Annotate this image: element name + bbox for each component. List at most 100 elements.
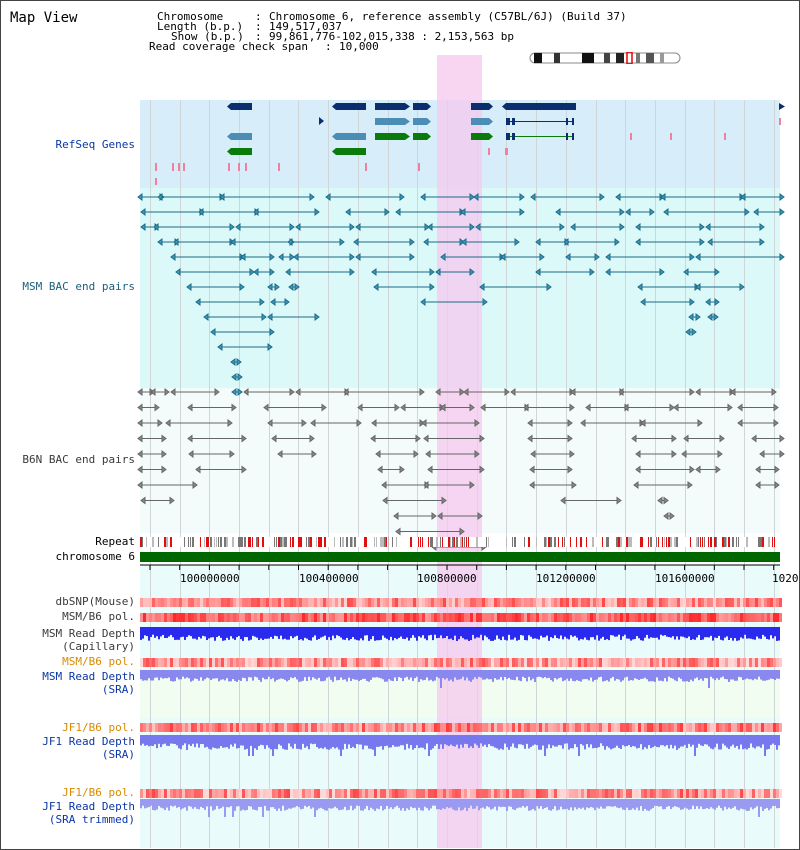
track-label-b6n-bac[interactable]: B6N BAC end pairs bbox=[22, 453, 135, 466]
track-label-jf1-depth[interactable]: JF1 Read Depth bbox=[42, 735, 135, 748]
depth-bar bbox=[618, 735, 620, 748]
bac-end-marker bbox=[482, 298, 488, 306]
depth-bar bbox=[650, 627, 652, 638]
track-label-dbsnp[interactable]: dbSNP(Mouse) bbox=[55, 595, 135, 608]
heat-cell bbox=[377, 789, 380, 798]
depth-bar bbox=[616, 799, 618, 808]
heat-cell bbox=[320, 723, 323, 732]
heat-cell bbox=[491, 789, 494, 798]
chromosome-bar[interactable] bbox=[140, 552, 780, 562]
track-label-jf1-b6-pol-2[interactable]: JF1/B6 pol. bbox=[62, 786, 135, 799]
heat-cell bbox=[245, 789, 248, 798]
heat-cell bbox=[242, 658, 245, 667]
heat-cell bbox=[230, 658, 233, 667]
b6n-bac-pairs[interactable] bbox=[137, 388, 785, 551]
depth-bar bbox=[770, 799, 772, 809]
depth-bar bbox=[508, 670, 510, 678]
heat-strips[interactable] bbox=[140, 598, 782, 798]
bac-end-marker bbox=[460, 208, 466, 216]
depth-bar bbox=[514, 670, 516, 681]
heat-cell bbox=[536, 613, 539, 622]
track-label-msm-b6-pol-2[interactable]: MSM/B6 pol. bbox=[62, 655, 135, 668]
depth-bar bbox=[272, 735, 274, 756]
track-label-jf1-depth-trim[interactable]: JF1 Read Depth bbox=[42, 800, 135, 813]
depth-bar bbox=[196, 735, 198, 744]
depth-bar bbox=[408, 799, 410, 810]
depth-bar bbox=[516, 670, 518, 677]
track-label-msm-depth-cap[interactable]: MSM Read Depth bbox=[42, 627, 135, 640]
heat-cell bbox=[206, 789, 209, 798]
depth-bar bbox=[506, 735, 508, 748]
depth-bar bbox=[566, 735, 568, 744]
heat-cell bbox=[311, 613, 314, 622]
heat-cell bbox=[680, 598, 683, 607]
depth-bar bbox=[156, 735, 158, 749]
depth-bar bbox=[172, 799, 174, 807]
heat-cell bbox=[257, 598, 260, 607]
heat-cell bbox=[644, 613, 647, 622]
chromosome-ideogram[interactable] bbox=[528, 52, 682, 64]
heat-cell bbox=[224, 658, 227, 667]
bac-end-marker bbox=[295, 388, 301, 396]
depth-bar bbox=[632, 670, 634, 681]
heat-cell bbox=[533, 598, 536, 607]
track-label-repeat[interactable]: Repeat bbox=[95, 535, 135, 548]
depth-bar bbox=[346, 735, 348, 749]
depth-bar bbox=[694, 627, 696, 640]
msm-bac-pairs[interactable] bbox=[137, 193, 785, 396]
depth-bar bbox=[262, 670, 264, 678]
heat-cell bbox=[725, 613, 728, 622]
depth-bar bbox=[174, 799, 176, 806]
depth-bar bbox=[260, 670, 262, 682]
depth-bar bbox=[558, 735, 560, 745]
heat-cell bbox=[512, 789, 515, 798]
depth-bar bbox=[146, 670, 148, 681]
bac-end-marker bbox=[343, 388, 349, 396]
depth-bar bbox=[190, 627, 192, 637]
depth-bar bbox=[492, 799, 494, 809]
heat-cell bbox=[296, 613, 299, 622]
heat-cell bbox=[779, 723, 782, 732]
track-label-msm-bac[interactable]: MSM BAC end pairs bbox=[22, 280, 135, 293]
heat-cell bbox=[674, 723, 677, 732]
heat-cell bbox=[146, 598, 149, 607]
track-label-chromosome[interactable]: chromosome 6 bbox=[55, 550, 135, 563]
track-label-jf1-b6-pol-1[interactable]: JF1/B6 pol. bbox=[62, 721, 135, 734]
bac-end-marker bbox=[717, 450, 723, 458]
heat-cell bbox=[386, 789, 389, 798]
heat-cell bbox=[707, 598, 710, 607]
track-label-refseq[interactable]: RefSeq Genes bbox=[55, 138, 135, 151]
repeat-track[interactable] bbox=[140, 537, 780, 547]
track-label-msm-b6-pol-1[interactable]: MSM/B6 pol. bbox=[62, 610, 135, 623]
bac-end-marker bbox=[355, 253, 361, 261]
depth-bar bbox=[578, 627, 580, 641]
depth-bar bbox=[526, 799, 528, 807]
heat-cell bbox=[233, 789, 236, 798]
show-label: Show (b.p.) bbox=[171, 30, 244, 43]
depth-bar bbox=[486, 799, 488, 807]
depth-bar bbox=[418, 799, 420, 808]
heat-cell bbox=[770, 658, 773, 667]
heat-cell bbox=[284, 658, 287, 667]
bac-end-marker bbox=[137, 193, 143, 201]
depth-bar bbox=[744, 627, 746, 635]
heat-cell bbox=[500, 613, 503, 622]
depth-bar bbox=[224, 799, 226, 817]
depth-bar bbox=[404, 627, 406, 640]
heat-cell bbox=[152, 613, 155, 622]
depth-bar bbox=[474, 670, 476, 678]
heat-cell bbox=[566, 789, 569, 798]
heat-cell bbox=[365, 789, 368, 798]
coverage-label: Read coverage check span bbox=[149, 40, 308, 53]
depth-bar bbox=[362, 735, 364, 750]
depth-bar bbox=[308, 627, 310, 641]
depth-bars[interactable] bbox=[140, 627, 780, 817]
track-label-msm-depth-sra[interactable]: MSM Read Depth bbox=[42, 670, 135, 683]
depth-bar bbox=[414, 799, 416, 808]
heat-cell bbox=[575, 598, 578, 607]
depth-bar bbox=[472, 799, 474, 809]
heat-cell bbox=[491, 723, 494, 732]
refseq-genes[interactable] bbox=[155, 103, 785, 185]
depth-bar bbox=[312, 799, 314, 808]
gridline bbox=[180, 100, 181, 848]
